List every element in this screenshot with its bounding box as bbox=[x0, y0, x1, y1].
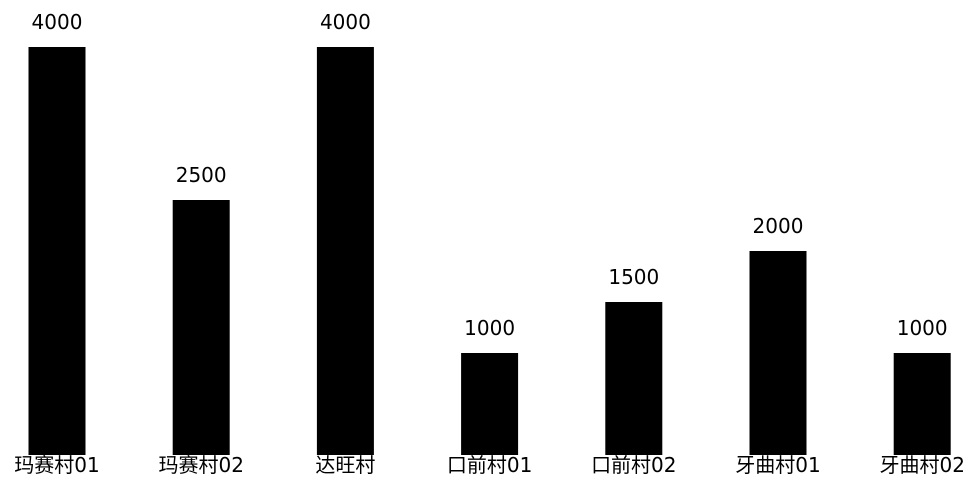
data-label: 4000 bbox=[320, 10, 371, 34]
bar bbox=[461, 353, 519, 455]
data-label: 2500 bbox=[176, 163, 227, 187]
bar bbox=[605, 302, 663, 455]
data-label: 2000 bbox=[753, 214, 804, 238]
x-tick-label: 口前村02 bbox=[591, 453, 676, 477]
data-label: 1000 bbox=[464, 316, 515, 340]
data-label: 4000 bbox=[32, 10, 83, 34]
bar bbox=[172, 200, 230, 455]
x-tick-label: 玛赛村02 bbox=[158, 453, 243, 477]
data-label: 1500 bbox=[608, 265, 659, 289]
data-label: 1000 bbox=[897, 316, 948, 340]
bar bbox=[316, 47, 374, 455]
x-tick-label: 达旺村 bbox=[315, 453, 375, 477]
bar bbox=[749, 251, 807, 455]
x-tick-label: 玛赛村01 bbox=[14, 453, 99, 477]
bar bbox=[893, 353, 951, 455]
x-tick-label: 牙曲村02 bbox=[879, 453, 964, 477]
x-tick-label: 口前村01 bbox=[447, 453, 532, 477]
category-labels-layer: 玛赛村01 玛赛村02 达旺村 口前村01 口前村02 牙曲村01 牙曲村02 bbox=[14, 453, 965, 477]
value-labels-layer: 4000 2500 4000 1000 1500 2000 1000 bbox=[32, 10, 948, 340]
bars-layer bbox=[28, 47, 951, 455]
x-tick-label: 牙曲村01 bbox=[735, 453, 820, 477]
bar bbox=[28, 47, 86, 455]
